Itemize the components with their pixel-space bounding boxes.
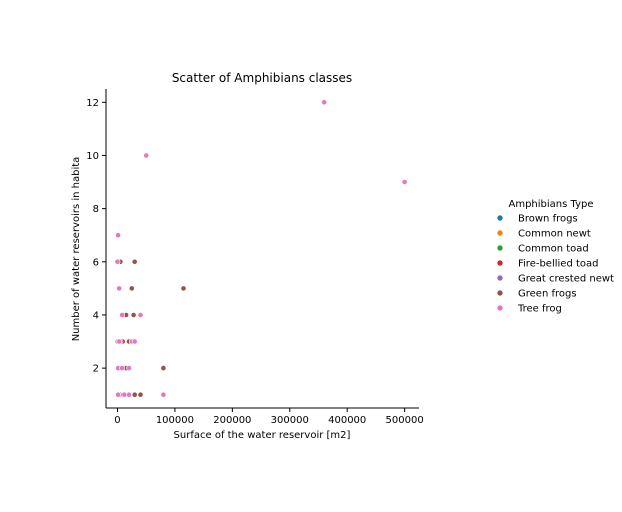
x-tick-label: 0 bbox=[114, 415, 120, 426]
data-point bbox=[131, 258, 138, 265]
x-tick-label: 300000 bbox=[271, 415, 309, 426]
legend-label: Green frogs bbox=[518, 289, 577, 300]
x-axis-label: Surface of the water reservoir [m2] bbox=[174, 430, 351, 441]
legend-marker bbox=[496, 214, 504, 222]
y-tick-label: 6 bbox=[93, 257, 99, 268]
y-tick-label: 10 bbox=[86, 151, 99, 162]
legend-label: Fire-bellied toad bbox=[518, 259, 598, 270]
data-point bbox=[180, 285, 187, 292]
data-point bbox=[160, 365, 167, 371]
legend-title: Amphibians Type bbox=[509, 199, 594, 210]
legend-label: Brown frogs bbox=[518, 214, 578, 225]
data-point bbox=[143, 152, 150, 159]
y-tick-label: 12 bbox=[86, 98, 99, 109]
legend-label: Great crested newt bbox=[518, 274, 614, 285]
legend-marker bbox=[496, 259, 504, 267]
y-tick-label: 8 bbox=[93, 204, 99, 215]
data-point bbox=[137, 312, 144, 318]
data-point bbox=[119, 312, 125, 318]
data-point bbox=[128, 285, 135, 292]
data-point bbox=[126, 391, 132, 398]
data-point bbox=[130, 312, 137, 318]
data-points bbox=[114, 99, 408, 398]
data-point bbox=[119, 365, 125, 371]
x-tick-label: 500000 bbox=[386, 415, 424, 426]
legend: Brown frogs Common newt Common toad Fire-be… bbox=[496, 214, 614, 315]
data-point bbox=[137, 391, 144, 398]
y-tick-label: 4 bbox=[93, 310, 99, 321]
data-point bbox=[116, 285, 123, 292]
data-point bbox=[115, 232, 121, 239]
data-point bbox=[131, 391, 138, 398]
legend-marker bbox=[496, 304, 504, 312]
data-point bbox=[131, 338, 138, 345]
data-point bbox=[116, 338, 123, 345]
legend-marker bbox=[496, 229, 504, 237]
legend-label: Common toad bbox=[518, 244, 589, 255]
y-axis-label: Number of water reservoirs in habita bbox=[71, 157, 82, 342]
data-point bbox=[160, 391, 167, 398]
x-tick-label: 200000 bbox=[213, 415, 251, 426]
legend-marker bbox=[496, 244, 504, 252]
y-tick-label: 2 bbox=[93, 364, 99, 375]
y-axis-ticks: 2 4 6 8 10 12 bbox=[86, 98, 106, 375]
legend-marker bbox=[496, 289, 504, 297]
data-point bbox=[126, 365, 132, 371]
legend-label: Tree frog bbox=[517, 304, 562, 315]
x-tick-label: 400000 bbox=[328, 415, 366, 426]
data-point bbox=[321, 99, 328, 106]
data-point bbox=[401, 179, 408, 185]
legend-marker bbox=[496, 274, 504, 282]
data-point bbox=[115, 391, 121, 398]
chart-title: Scatter of Amphibians classes bbox=[172, 71, 352, 85]
x-axis-ticks: 0 100000 200000 300000 400000 500000 bbox=[114, 408, 424, 426]
x-tick-label: 100000 bbox=[156, 415, 194, 426]
data-point bbox=[114, 258, 121, 265]
legend-label: Common newt bbox=[518, 229, 591, 240]
